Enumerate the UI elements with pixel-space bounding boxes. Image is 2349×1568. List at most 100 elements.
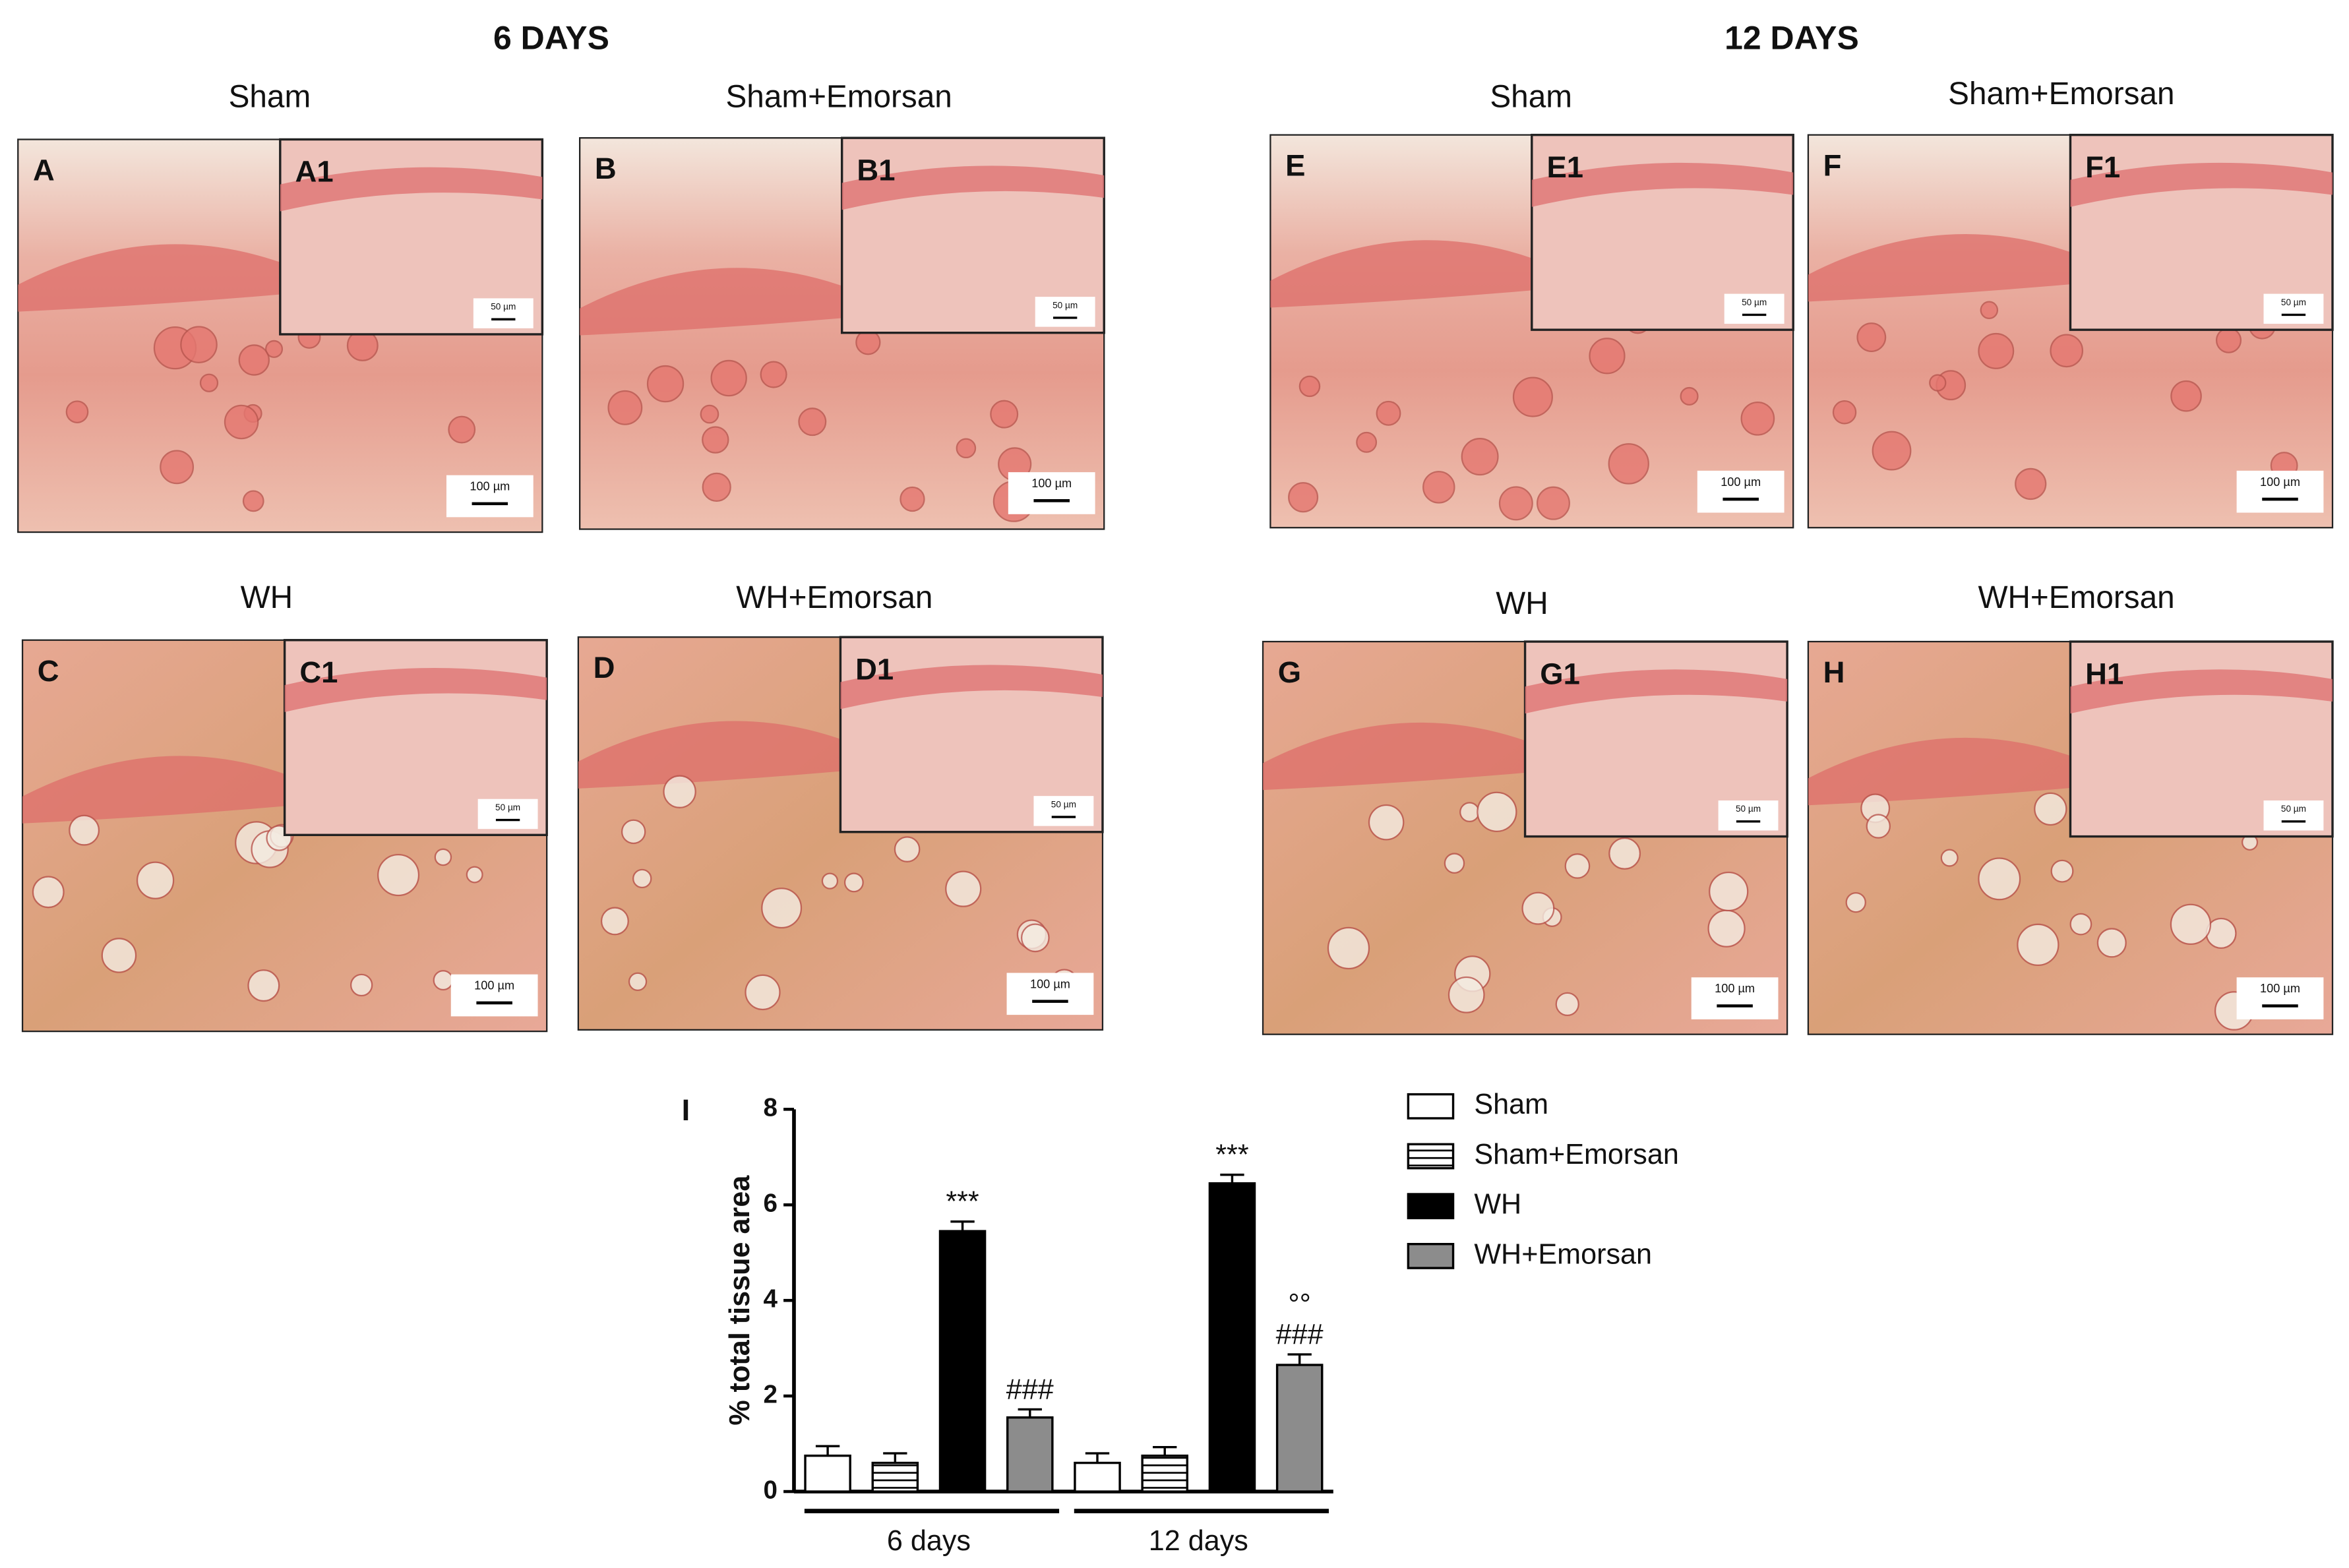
micrograph: C C1 50 µm 100 µm [21, 639, 548, 1033]
legend-label: WH+Emorsan [1474, 1238, 1652, 1270]
follicle [956, 438, 977, 459]
follicle [2170, 380, 2202, 412]
inset-scale-label: 50 µm [2281, 804, 2306, 814]
micrograph: D D1 50 µm 100 µm [577, 636, 1104, 1031]
follicle [900, 486, 925, 512]
follicle [1608, 443, 1649, 485]
inset-scale-label: 50 µm [495, 802, 520, 812]
scale-label: 100 µm [2260, 982, 2300, 995]
inset-letter: A1 [295, 155, 334, 189]
legend-label: Sham+Emorsan [1474, 1139, 1679, 1170]
follicle [69, 814, 100, 846]
panel-letter: B [595, 152, 617, 185]
inset-letter: G1 [1540, 657, 1580, 690]
scale-box [1008, 472, 1095, 514]
panel-letter: I [682, 1093, 690, 1127]
significance-mark: °° [1288, 1289, 1311, 1321]
follicle [990, 400, 1019, 429]
bar [871, 1461, 919, 1493]
significance-mark: *** [946, 1186, 979, 1218]
inset-scale-label: 50 µm [1051, 799, 1076, 809]
y-axis-label: % total tissue area [724, 1175, 756, 1426]
inset-scale-label: 50 µm [1742, 297, 1767, 307]
panel-letter: H [1823, 655, 1845, 689]
inset-letter: B1 [857, 153, 895, 187]
panel-title: WH+Emorsan [1978, 580, 2174, 615]
panel-title: WH [241, 580, 293, 615]
follicle [2050, 859, 2074, 883]
inset-scale-label: 50 µm [491, 302, 516, 312]
follicle [433, 970, 454, 991]
follicle [1512, 377, 1553, 417]
panel-title: WH [1496, 586, 1548, 621]
follicle [160, 450, 195, 485]
legend-swatch [1407, 1143, 1455, 1170]
bar [938, 1230, 987, 1493]
follicle [632, 868, 652, 889]
follicle [1521, 891, 1555, 925]
inset-epidermis [840, 665, 1103, 709]
follicle [101, 938, 137, 973]
micrograph: B B1 50 µm 100 µm [579, 136, 1105, 530]
follicle [136, 861, 175, 899]
follicle [1832, 400, 1857, 425]
bar [1275, 1364, 1324, 1493]
inset-epidermis [1531, 162, 1794, 207]
follicle [1929, 374, 1947, 392]
follicle [1555, 992, 1579, 1017]
y-tick-label: 6 [764, 1189, 778, 1217]
follicle [1856, 322, 1887, 352]
follicle [1680, 386, 1699, 406]
follicle [350, 973, 373, 997]
inset-epidermis [841, 166, 1105, 210]
micrograph: G G1 50 µm 100 µm [1262, 640, 1788, 1035]
inset-epidermis [1525, 669, 1788, 714]
follicle [700, 404, 719, 424]
micrograph: F F1 50 µm 100 µm [1807, 133, 2334, 529]
bar [1006, 1416, 1054, 1493]
micrograph: H H1 50 µm 100 µm [1807, 640, 2334, 1035]
panel-title: Sham [1490, 80, 1572, 115]
inset-scale-label: 50 µm [2281, 297, 2306, 307]
bar [1208, 1182, 1256, 1493]
bar [804, 1455, 851, 1493]
scale-label: 100 µm [1715, 982, 1755, 995]
scale-box [1006, 973, 1094, 1015]
inset-scale-label: 50 µm [1052, 300, 1078, 310]
follicle [448, 415, 476, 444]
legend-label: WH [1474, 1189, 1521, 1221]
inset-scale-box [1724, 293, 1785, 324]
scale-label: 100 µm [1030, 977, 1070, 990]
legend-swatch [1407, 1193, 1455, 1220]
legend-label: Sham [1474, 1089, 1548, 1120]
micrograph-panels: Sham A A1 50 µm 100 µm Sham+Emorsan B B1 50 µm 10… [17, 76, 2334, 1035]
scale-label: 100 µm [474, 979, 514, 992]
follicle [2050, 334, 2084, 368]
follicle [702, 472, 731, 502]
scale-box [450, 974, 538, 1017]
follicle [1978, 857, 2021, 901]
scale-box [1691, 977, 1779, 1019]
follicle [2170, 903, 2212, 946]
panel-letter: G [1278, 655, 1301, 689]
follicle [821, 872, 839, 890]
scale-label: 100 µm [2260, 475, 2300, 489]
follicle [761, 888, 803, 929]
follicle [2034, 792, 2067, 826]
follicle [945, 870, 982, 907]
follicle [710, 359, 747, 397]
follicle [199, 373, 219, 392]
x-tick-label: 12 days [1149, 1525, 1248, 1557]
follicle [1477, 791, 1517, 832]
inset-epidermis [2070, 162, 2333, 207]
follicle [377, 854, 420, 897]
follicle [1498, 486, 1533, 521]
follicle [1940, 849, 1959, 867]
follicle [760, 361, 787, 388]
follicle [1872, 431, 1912, 471]
significance-mark: ### [1276, 1319, 1324, 1350]
follicle [2215, 327, 2242, 353]
micrograph: A A1 50 µm 100 µm [17, 138, 544, 533]
inset-scale-box [2263, 800, 2324, 831]
